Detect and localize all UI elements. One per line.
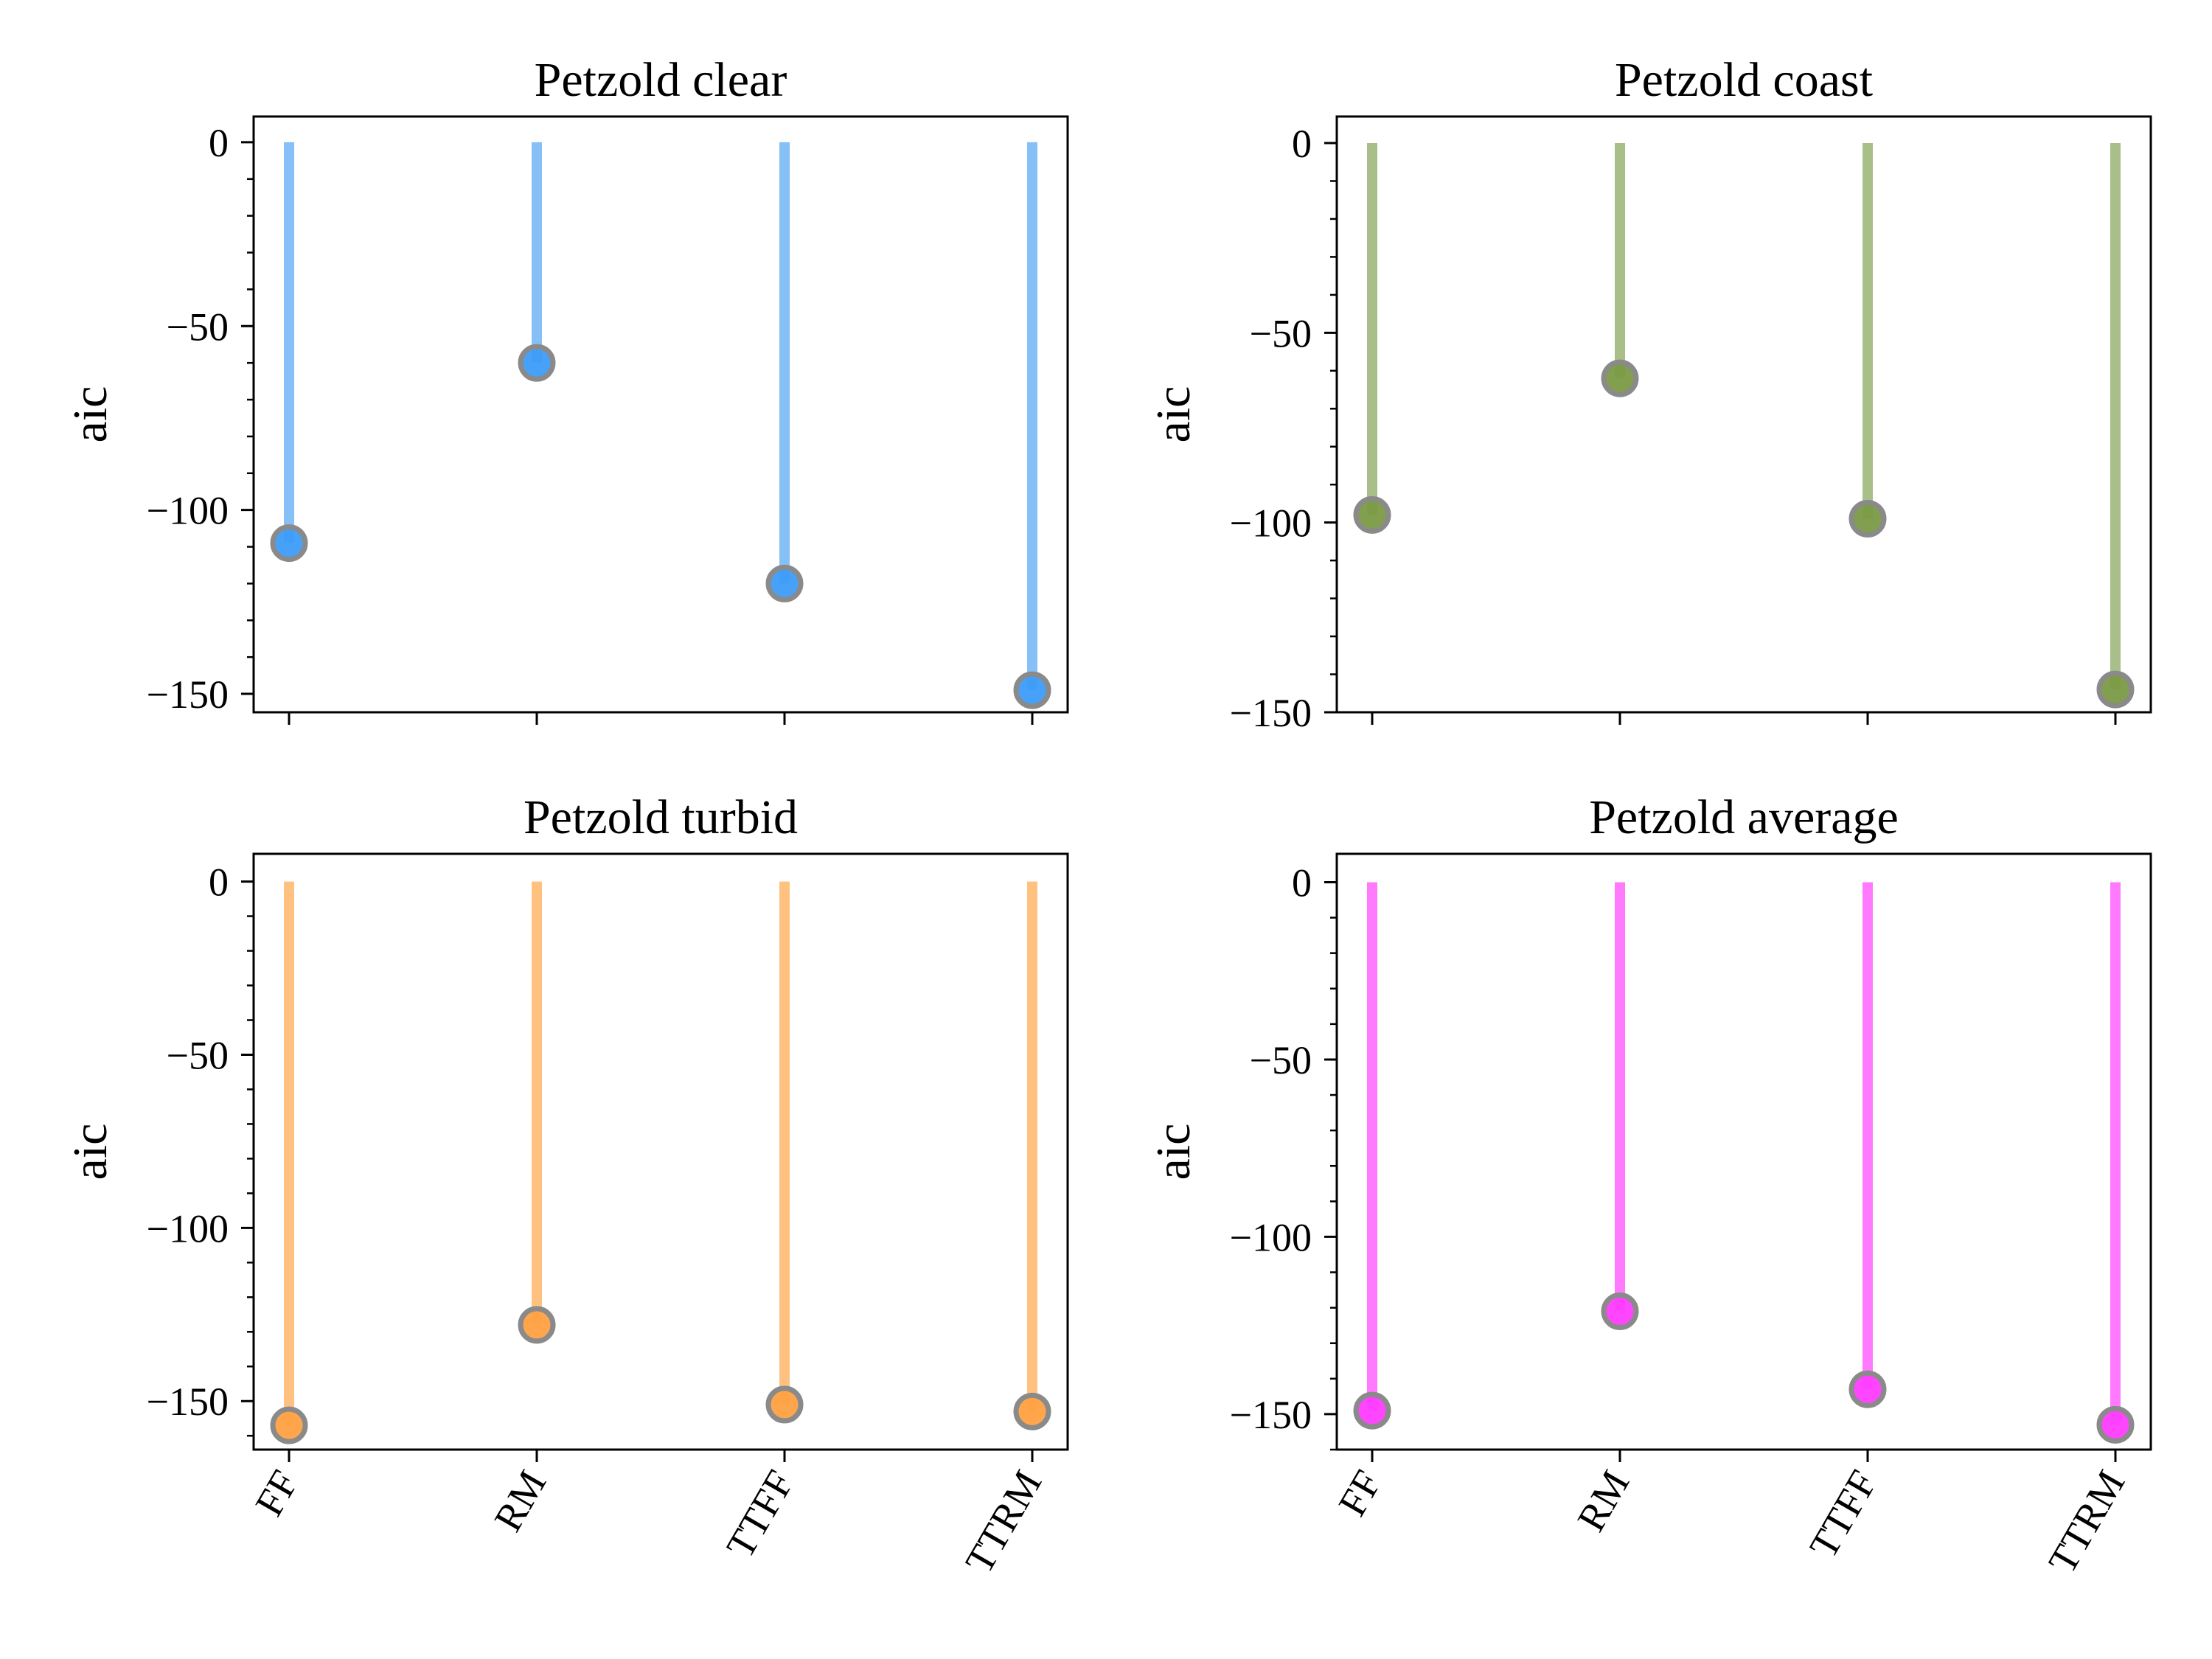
chart2-y-axis-label: aic bbox=[63, 1124, 117, 1180]
panel-petzold-coast: Petzold coast aic 0 −50 −100 −150 bbox=[1147, 53, 2152, 735]
chart2-y-tick-label: −100 bbox=[147, 1206, 229, 1251]
chart2-x-tick-label-ff: FF bbox=[246, 1463, 307, 1523]
chart3-marker-ttff bbox=[1848, 1370, 1887, 1408]
panel-petzold-average: Petzold average aic 0 −50 −100 −150 FF RM TTFF TT… bbox=[1147, 790, 2152, 1581]
chart2-x-tick-label-rm: RM bbox=[485, 1463, 554, 1539]
chart0-marker-ttff bbox=[765, 564, 804, 602]
chart0-title: Petzold clear bbox=[535, 53, 787, 107]
chart1-y-tick-label: 0 bbox=[1292, 122, 1312, 166]
chart0-y-tick-label: −100 bbox=[147, 489, 229, 533]
chart0-marker-rm bbox=[518, 344, 556, 382]
chart1-y-tick-label: −50 bbox=[1250, 311, 1312, 355]
chart1-marker-ttff bbox=[1848, 500, 1887, 538]
chart2-plot-frame bbox=[252, 852, 1069, 1451]
chart3-y-tick-label: 0 bbox=[1292, 860, 1312, 905]
chart3-y-tick-label: −50 bbox=[1250, 1038, 1312, 1082]
chart3-plot-frame bbox=[1335, 852, 2152, 1451]
chart0-marker-ttrm bbox=[1013, 671, 1051, 709]
chart2-marker-ff bbox=[270, 1406, 308, 1444]
chart3-marker-ttrm bbox=[2096, 1405, 2135, 1444]
chart0-y-axis-label: aic bbox=[63, 386, 117, 443]
chart3-marker-ff bbox=[1353, 1391, 1391, 1430]
chart0-marker-ff bbox=[270, 524, 308, 563]
chart3-x-tick-label-ttrm: TTRM bbox=[2039, 1463, 2133, 1581]
chart3-marker-rm bbox=[1601, 1292, 1639, 1330]
chart0-y-tick-label: 0 bbox=[209, 121, 229, 165]
chart0-y-tick-label: −50 bbox=[167, 305, 229, 349]
chart2-marker-ttff bbox=[765, 1385, 804, 1424]
chart1-title: Petzold coast bbox=[1615, 53, 1873, 107]
chart2-y-tick-label: −150 bbox=[147, 1380, 229, 1424]
chart3-x-tick-label-ttff: TTFF bbox=[1801, 1463, 1885, 1565]
chart1-y-tick-label: −100 bbox=[1230, 501, 1312, 546]
chart2-y-tick-label: 0 bbox=[209, 860, 229, 905]
chart3-y-tick-label: −150 bbox=[1230, 1393, 1312, 1437]
panel-petzold-clear: Petzold clear aic 0 −50 −100 −150 bbox=[63, 53, 1069, 725]
chart2-marker-rm bbox=[518, 1306, 556, 1344]
chart2-x-tick-label-ttff: TTFF bbox=[717, 1463, 802, 1565]
chart0-plot-frame bbox=[252, 115, 1069, 714]
chart3-x-tick-label-rm: RM bbox=[1568, 1463, 1638, 1539]
panel-petzold-turbid: Petzold turbid aic 0 −50 −100 −150 FF RM TTFF TTR… bbox=[63, 790, 1069, 1581]
chart0-y-tick-label: −150 bbox=[147, 672, 229, 717]
chart3-title: Petzold average bbox=[1589, 790, 1899, 844]
chart1-marker-ff bbox=[1353, 495, 1391, 534]
chart1-marker-rm bbox=[1601, 359, 1639, 397]
chart2-title: Petzold turbid bbox=[524, 790, 798, 844]
chart2-y-tick-label: −50 bbox=[167, 1033, 229, 1077]
chart2-marker-ttrm bbox=[1013, 1392, 1051, 1430]
chart3-x-tick-label-ff: FF bbox=[1329, 1463, 1390, 1523]
chart1-plot-frame bbox=[1335, 115, 2152, 714]
chart1-y-tick-label: −150 bbox=[1230, 691, 1312, 735]
chart1-marker-ttrm bbox=[2096, 670, 2135, 709]
chart1-y-axis-label: aic bbox=[1147, 386, 1200, 443]
chart3-y-tick-label: −100 bbox=[1230, 1215, 1312, 1259]
chart3-y-axis-label: aic bbox=[1147, 1124, 1200, 1180]
chart2-x-tick-label-ttrm: TTRM bbox=[956, 1463, 1050, 1581]
